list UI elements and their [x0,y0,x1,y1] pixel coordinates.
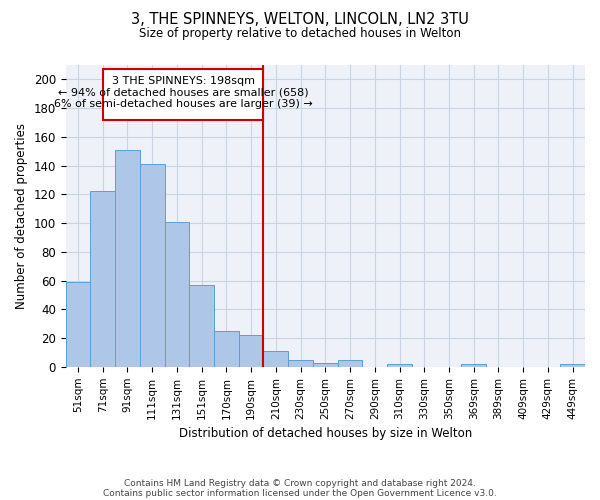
Text: Size of property relative to detached houses in Welton: Size of property relative to detached ho… [139,28,461,40]
X-axis label: Distribution of detached houses by size in Welton: Distribution of detached houses by size … [179,427,472,440]
Bar [214,331,239,367]
Text: 6% of semi-detached houses are larger (39) →: 6% of semi-detached houses are larger (3… [54,100,313,110]
Bar [115,150,140,367]
FancyBboxPatch shape [103,70,263,119]
Bar [387,364,412,367]
Bar [164,222,190,367]
Y-axis label: Number of detached properties: Number of detached properties [15,123,28,309]
Text: Contains HM Land Registry data © Crown copyright and database right 2024.: Contains HM Land Registry data © Crown c… [124,478,476,488]
Text: ← 94% of detached houses are smaller (658): ← 94% of detached houses are smaller (65… [58,88,308,98]
Bar [190,285,214,367]
Text: 3 THE SPINNEYS: 198sqm: 3 THE SPINNEYS: 198sqm [112,76,254,86]
Bar [263,351,288,367]
Bar [560,364,585,367]
Bar [91,192,115,367]
Text: 3, THE SPINNEYS, WELTON, LINCOLN, LN2 3TU: 3, THE SPINNEYS, WELTON, LINCOLN, LN2 3T… [131,12,469,28]
Text: Contains public sector information licensed under the Open Government Licence v3: Contains public sector information licen… [103,488,497,498]
Bar [239,335,263,367]
Bar [65,282,91,367]
Bar [140,164,164,367]
Bar [338,360,362,367]
Bar [313,362,338,367]
Bar [288,360,313,367]
Bar [461,364,486,367]
